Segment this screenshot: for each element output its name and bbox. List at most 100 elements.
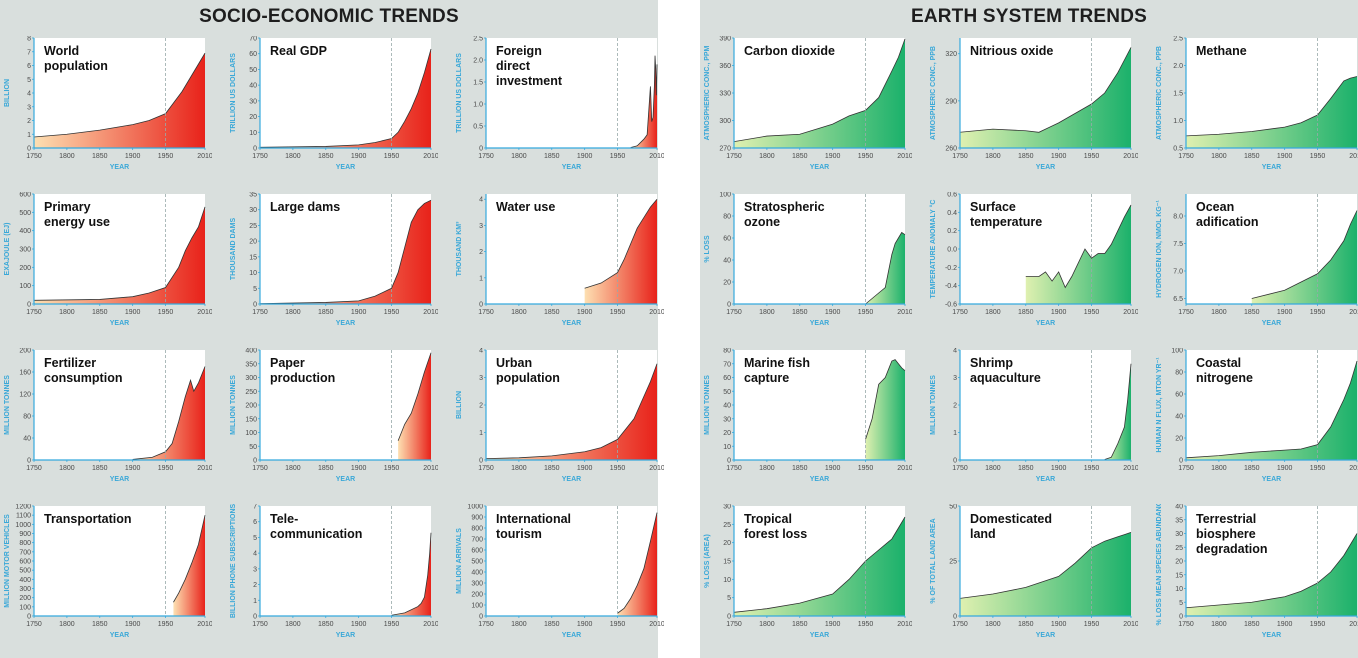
x-tick-label: 1800 xyxy=(1211,621,1227,628)
chart-title: Real GDP xyxy=(270,44,327,58)
x-tick-label: 2010 xyxy=(423,153,438,160)
y-tick-label: -0.6 xyxy=(945,302,957,309)
x-tick-label: 1950 xyxy=(1310,309,1326,316)
series-line xyxy=(1185,533,1358,609)
y-tick-label: 15 xyxy=(723,559,731,566)
x-tick-label: 1900 xyxy=(1277,309,1293,316)
x-tick-label: 1900 xyxy=(351,309,367,316)
y-tick-label: 3 xyxy=(953,375,957,382)
plot-area xyxy=(960,350,1131,460)
y-tick-label: 0.6 xyxy=(947,192,957,199)
chart-title: Transportation xyxy=(44,512,132,526)
chart-title: Urban xyxy=(496,356,532,370)
x-tick-label: 1750 xyxy=(726,621,742,628)
x-tick-label: 1950 xyxy=(384,153,400,160)
y-axis-label: TRILLION US DOLLARS xyxy=(456,53,463,133)
series-area xyxy=(584,199,657,304)
series-line xyxy=(1025,204,1132,289)
x-tick-label: 1900 xyxy=(1051,621,1067,628)
y-tick-label: 0 xyxy=(479,614,483,621)
x-tick-label: 1750 xyxy=(1178,309,1194,316)
x-tick-label: 2010 xyxy=(1349,153,1358,160)
chart-title: aquaculture xyxy=(970,371,1041,385)
y-tick-label: 3 xyxy=(479,375,483,382)
y-tick-label: 2 xyxy=(479,403,483,410)
y-tick-label: 3 xyxy=(479,223,483,230)
chart-title: communication xyxy=(270,527,362,541)
x-tick-label: 1750 xyxy=(252,309,268,316)
y-tick-label: 900 xyxy=(19,531,31,538)
chart-title: degradation xyxy=(1196,542,1268,556)
x-tick-label: 1950 xyxy=(858,309,874,316)
y-tick-label: 330 xyxy=(719,91,731,98)
y-tick-label: 60 xyxy=(723,375,731,382)
x-tick-label: 1850 xyxy=(1018,621,1034,628)
x-tick-label: 2010 xyxy=(1123,465,1138,472)
y-tick-label: 50 xyxy=(723,389,731,396)
y-tick-label: 4 xyxy=(253,551,257,558)
x-tick-label: 1800 xyxy=(985,621,1001,628)
x-tick-label: 1800 xyxy=(511,621,527,628)
y-axis-label: MILLION TONNES xyxy=(4,375,11,435)
y-axis-label: TEMPERATURE ANOMALY °C xyxy=(929,200,937,299)
chart-23: 0 5 10 15 20 25 30 35 40 1750 1800 1850 1900 1950 2010… xyxy=(1156,504,1358,639)
y-tick-label: 0 xyxy=(479,458,483,465)
x-axis-label: YEAR xyxy=(1262,476,1281,483)
series-line xyxy=(733,516,906,613)
chart-title: investment xyxy=(496,74,563,88)
y-tick-label: 260 xyxy=(945,146,957,153)
series-line xyxy=(132,366,206,460)
y-tick-label: 1.0 xyxy=(1173,118,1183,125)
chart-title: Tele- xyxy=(270,512,298,526)
y-tick-label: 800 xyxy=(471,526,483,533)
x-tick-label: 2010 xyxy=(897,309,912,316)
series-line xyxy=(584,198,658,289)
y-tick-label: 70 xyxy=(723,361,731,368)
x-tick-label: 1850 xyxy=(318,621,334,628)
x-tick-label: 1850 xyxy=(92,621,108,628)
y-axis-label: MILLION ARRIVALS xyxy=(456,528,463,594)
x-tick-label: 1750 xyxy=(952,309,968,316)
y-tick-label: 7 xyxy=(253,504,257,511)
chart-21: 0 5 10 15 20 25 30 1750 1800 1850 1900 1950 2010 YEAR… xyxy=(704,504,912,639)
x-tick-label: 1850 xyxy=(792,309,808,316)
plot-area xyxy=(260,506,431,616)
x-tick-label: 1800 xyxy=(759,153,775,160)
x-axis-label: YEAR xyxy=(1036,320,1055,327)
x-tick-label: 1950 xyxy=(610,621,626,628)
x-tick-label: 2010 xyxy=(897,465,912,472)
x-tick-label: 2010 xyxy=(197,621,212,628)
x-tick-label: 1900 xyxy=(825,309,841,316)
chart-22: 0 25 50 1750 1800 1850 1900 1950 2010 YEAR % OF TO… xyxy=(930,504,1138,639)
x-tick-label: 2010 xyxy=(897,621,912,628)
y-tick-label: 2.5 xyxy=(473,36,483,43)
x-tick-label: 1950 xyxy=(1084,153,1100,160)
x-tick-label: 1750 xyxy=(726,153,742,160)
x-tick-label: 2010 xyxy=(423,621,438,628)
y-tick-label: 0 xyxy=(727,614,731,621)
x-tick-label: 1750 xyxy=(726,465,742,472)
series-area xyxy=(260,49,431,148)
x-axis-label: YEAR xyxy=(336,632,355,639)
x-tick-label: 1950 xyxy=(610,153,626,160)
y-tick-label: 270 xyxy=(719,146,731,153)
series-area xyxy=(734,517,905,616)
x-tick-label: 1850 xyxy=(792,465,808,472)
chart-17: 6.5 7.0 7.5 8.0 1750 1800 1850 1900 1950 2010 YEAR… xyxy=(1156,194,1358,327)
chart-title: Domesticated xyxy=(970,512,1052,526)
chart-title: Nitrious oxide xyxy=(970,44,1053,58)
y-tick-label: 15 xyxy=(1175,572,1183,579)
y-tick-label: 400 xyxy=(471,570,483,577)
x-tick-label: 2010 xyxy=(197,465,212,472)
x-tick-label: 1750 xyxy=(952,465,968,472)
x-tick-label: 1950 xyxy=(610,465,626,472)
x-tick-label: 1900 xyxy=(577,621,593,628)
x-tick-label: 1850 xyxy=(92,153,108,160)
y-tick-label: 100 xyxy=(245,430,257,437)
y-tick-label: 700 xyxy=(471,537,483,544)
series-line xyxy=(397,352,432,441)
x-tick-label: 1750 xyxy=(952,153,968,160)
x-axis-label: YEAR xyxy=(110,164,129,171)
y-tick-label: 300 xyxy=(471,581,483,588)
chart-title: direct xyxy=(496,59,531,73)
